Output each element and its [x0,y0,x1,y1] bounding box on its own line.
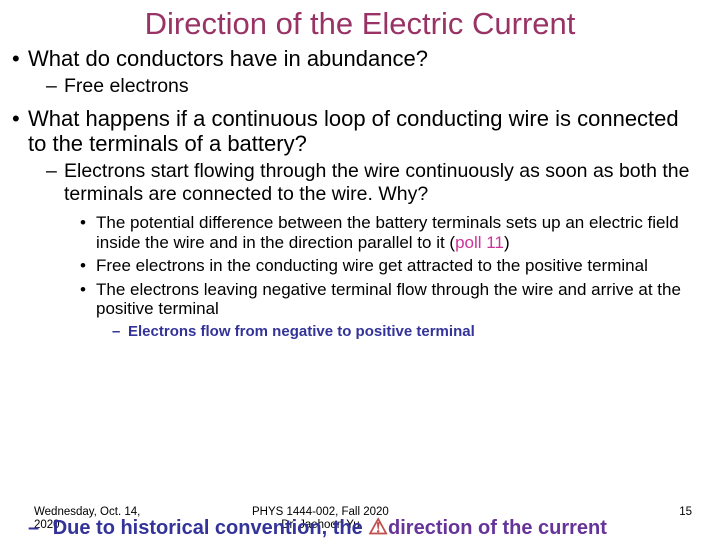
bullet-conclusion: Electrons flow from negative to positive… [0,323,720,340]
bullet-question-2: What happens if a continuous loop of con… [0,106,720,157]
final-mid: direction of the current [388,517,607,539]
bullet-question-1: What do conductors have in abundance? [0,46,720,71]
bullet-answer-1: Free electrons [0,75,720,97]
bullet-detail-2: Free electrons in the conducting wire ge… [0,256,720,276]
final-pre: Due to historical convention, the [53,517,369,539]
bullet-answer-2: Electrons start flowing through the wire… [0,160,720,205]
slide-title: Direction of the Electric Current [0,0,720,46]
footer: Wednesday, Oct. 14, 2020 PHYS 1444-002, … [0,506,720,540]
footer-page-number: 15 [679,506,692,518]
poll-ref: poll 11 [455,233,504,252]
warning-icon: ⚠ [368,514,388,539]
bullet-detail-1: The potential difference between the bat… [0,213,720,252]
final-summary-line: Due to historical convention, the ⚠direc… [28,514,607,540]
bullet-detail-3: The electrons leaving negative terminal … [0,280,720,319]
detail-1-post: ) [504,233,510,252]
detail-1-pre: The potential difference between the bat… [96,213,679,252]
